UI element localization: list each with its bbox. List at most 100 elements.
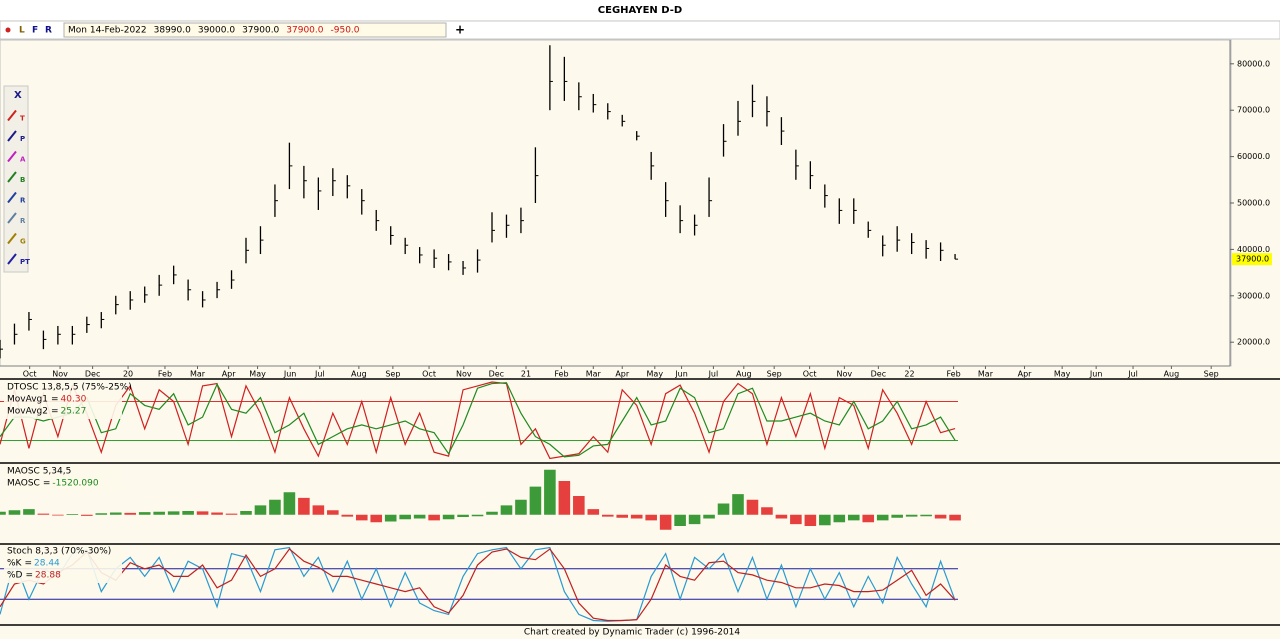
x-tick-label: Dec	[871, 370, 886, 379]
x-tick-label: May	[249, 370, 266, 379]
histogram-bar	[370, 514, 383, 523]
histogram-bar	[457, 514, 469, 517]
histogram-bar	[428, 514, 440, 521]
x-tick-label: Apr	[1018, 370, 1033, 379]
histogram-bar	[138, 512, 151, 515]
histogram-bar	[240, 511, 252, 515]
x-tick-label: Sep	[767, 370, 782, 379]
legend-value: 28.88	[35, 571, 61, 581]
histogram-bar	[674, 514, 686, 526]
histogram-bar	[500, 505, 513, 515]
legend-separator: =	[25, 571, 33, 581]
histogram-bar	[225, 513, 238, 515]
tool-button[interactable]: PT	[20, 258, 30, 266]
x-tick-label: Oct	[422, 370, 436, 379]
legend-name: %D	[7, 571, 23, 581]
x-tick-label: Jun	[1089, 370, 1103, 379]
histogram-bar	[486, 511, 498, 515]
histogram-bar	[0, 511, 6, 515]
histogram-bar	[761, 507, 773, 515]
histogram-bar	[37, 513, 50, 515]
x-tick-label: Oct	[803, 370, 817, 379]
x-tick-label: Jun	[283, 370, 297, 379]
histogram-bar	[630, 514, 643, 519]
histogram-bar	[124, 512, 137, 515]
histogram-bar	[905, 514, 918, 517]
indicator-line	[0, 381, 956, 460]
tool-icon	[7, 212, 17, 224]
crosshair-button[interactable]: +	[455, 23, 465, 37]
info-field: 37900.0	[242, 26, 279, 36]
tool-button[interactable]: G	[20, 238, 26, 246]
histogram-bar	[891, 514, 903, 518]
legend-value: 40.30	[61, 395, 87, 405]
x-tick-label: Aug	[351, 370, 367, 379]
info-field: 37900.0	[286, 26, 323, 36]
histogram-bar	[847, 514, 860, 521]
tool-button[interactable]: A	[20, 156, 26, 164]
histogram-bar	[833, 514, 846, 523]
histogram-bar	[95, 513, 108, 515]
x-tick-label: May	[1054, 370, 1071, 379]
toolbar-button[interactable]: F	[32, 26, 38, 36]
toolbar-button[interactable]: L	[19, 26, 25, 36]
histogram-bar	[732, 494, 744, 515]
histogram-bar	[746, 499, 759, 515]
histogram-bar	[544, 469, 556, 515]
legend-bg	[4, 545, 122, 583]
y-tick-label: 30000.0	[1237, 291, 1270, 300]
legend-separator: =	[24, 559, 32, 569]
info-box	[63, 22, 447, 38]
y-tick-label: 50000.0	[1237, 199, 1270, 208]
histogram-bar	[471, 514, 484, 517]
histogram-bar	[601, 514, 614, 517]
tool-button[interactable]: T	[20, 115, 25, 123]
indicator-line	[0, 548, 956, 622]
footer: Chart created by Dynamic Trader (c) 1996…	[524, 628, 741, 638]
histogram-bar	[52, 514, 64, 516]
tool-icon	[7, 191, 17, 204]
histogram-bar	[153, 511, 165, 515]
histogram-bar	[269, 499, 281, 515]
x-tick-label: Oct	[23, 370, 37, 379]
info-field: -950.0	[331, 26, 360, 36]
histogram-bar	[688, 514, 701, 525]
x-tick-label: 21	[521, 370, 531, 379]
indicator-line	[0, 382, 956, 458]
histogram-bar	[645, 514, 657, 521]
legend-value: 25.27	[61, 407, 87, 417]
x-tick-label: Mar	[978, 370, 994, 379]
tool-button[interactable]: X	[14, 90, 22, 101]
tool-icon	[7, 109, 17, 122]
legend-name: MAOSC	[7, 479, 40, 489]
histogram-bar	[109, 512, 122, 515]
histogram-bar	[790, 514, 802, 525]
tool-button[interactable]: P	[20, 135, 25, 143]
histogram-bar	[558, 481, 571, 515]
histogram-bar	[659, 514, 672, 530]
histogram-bar	[167, 511, 180, 515]
record-dot[interactable]	[5, 27, 11, 33]
legend-separator: =	[51, 395, 59, 405]
legend-name: MovAvg2	[7, 407, 48, 417]
histogram-bar	[327, 510, 339, 515]
histogram-bar	[573, 496, 585, 515]
histogram-bar	[211, 512, 223, 515]
histogram-bar	[616, 514, 629, 518]
x-tick-label: Dec	[489, 370, 504, 379]
x-tick-label: Feb	[947, 370, 961, 379]
tool-icon	[7, 232, 17, 245]
histogram-bar	[934, 514, 947, 519]
tool-button[interactable]: R	[20, 197, 26, 205]
x-tick-label: Jul	[708, 370, 719, 379]
histogram-bar	[529, 486, 542, 515]
histogram-bar	[196, 511, 209, 515]
tool-button[interactable]: R	[20, 217, 26, 225]
histogram-bar	[515, 499, 527, 515]
histogram-bar	[298, 497, 310, 515]
histogram-bar	[8, 510, 21, 515]
tool-button[interactable]: B	[20, 176, 25, 184]
toolbar-button[interactable]: R	[45, 26, 52, 36]
